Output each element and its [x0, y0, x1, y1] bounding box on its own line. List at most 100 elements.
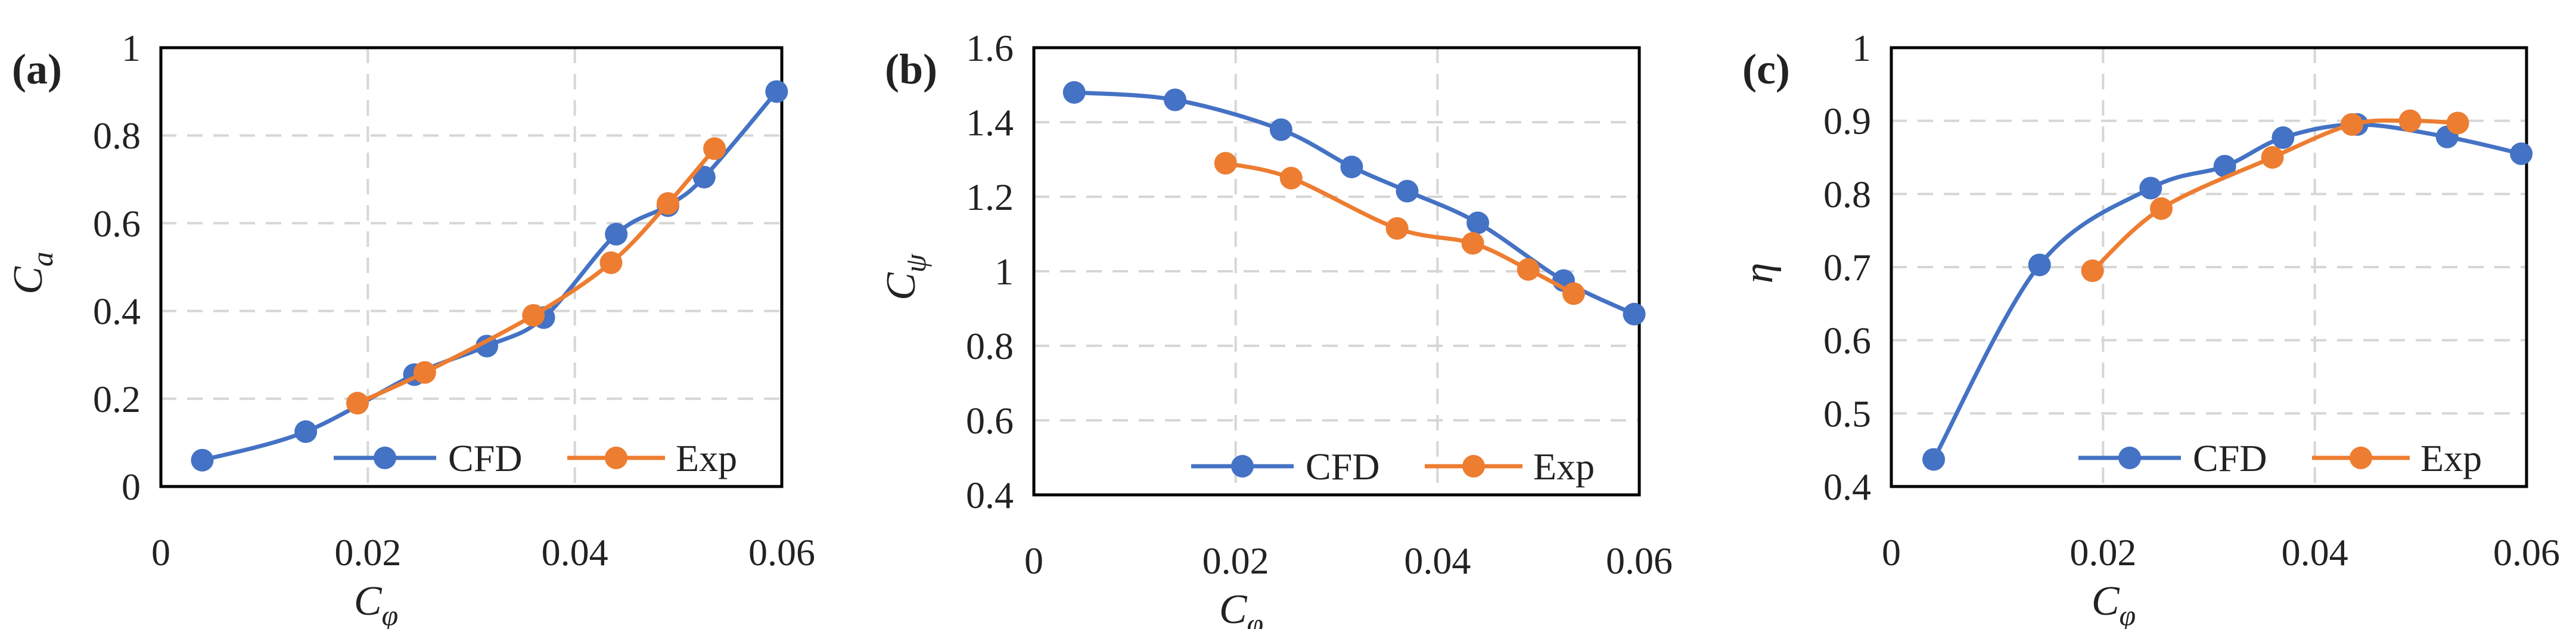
data-point-cfd — [1396, 179, 1419, 203]
x-tick-label: 0.06 — [2493, 531, 2560, 574]
y-axis-title-subscript: a — [26, 252, 59, 267]
legend-marker-exp — [605, 447, 627, 469]
legend-item-cfd: CFD — [2078, 437, 2267, 479]
chart-c: 0 0.02 0.04 0.06 0.4 0.5 0.6 0.7 0.8 0.9 1 (c) Cφ η CF… — [1736, 27, 2560, 629]
y-tick-label: 0 — [122, 466, 141, 508]
x-tick-label: 0.02 — [2069, 531, 2136, 574]
data-point-cfd — [2272, 126, 2295, 149]
x-tick-label: 0.04 — [542, 531, 608, 574]
data-point-cfd — [2028, 253, 2051, 277]
x-axis-title-text: Cφ — [1219, 587, 1263, 629]
legend-marker-exp — [2350, 447, 2372, 469]
data-point-cfd — [1164, 88, 1187, 111]
y-tick-label: 0.8 — [966, 325, 1014, 367]
data-point-exp — [2261, 146, 2284, 169]
data-point-cfd — [692, 166, 716, 189]
legend-label-exp: Exp — [1533, 445, 1595, 488]
data-point-cfd — [1623, 302, 1646, 326]
plot-frame — [1890, 46, 2528, 488]
x-tick-label: 0.02 — [1202, 540, 1269, 582]
data-point-cfd — [1269, 118, 1292, 141]
legend-item-cfd: CFD — [1191, 445, 1380, 488]
y-tick-label: 0.4 — [93, 290, 141, 333]
y-tick-label: 1 — [995, 250, 1014, 293]
data-point-cfd — [2213, 154, 2236, 178]
y-tick-label: 1.2 — [966, 176, 1014, 218]
legend-label-exp: Exp — [2420, 437, 2482, 479]
data-point-exp — [1517, 258, 1540, 281]
data-point-cfd — [605, 222, 628, 246]
data-point-exp — [346, 392, 369, 415]
x-axis-title-main: C — [2092, 578, 2120, 624]
x-tick-label: 0.04 — [2282, 531, 2348, 574]
data-point-exp — [1279, 166, 1303, 190]
x-axis-title-main: C — [1219, 587, 1248, 629]
x-tick-label: 0 — [151, 531, 170, 574]
data-point-exp — [522, 303, 545, 327]
y-tick-label: 0.6 — [93, 202, 141, 244]
x-axis-title-main: C — [354, 578, 383, 624]
legend-marker-cfd — [1231, 455, 1254, 478]
legend-marker-cfd — [374, 447, 396, 469]
data-point-cfd — [1340, 156, 1363, 178]
legend-label-cfd: CFD — [448, 437, 523, 479]
data-point-exp — [599, 251, 623, 274]
y-axis-title-main: η — [1736, 263, 1782, 284]
y-axis-title-text: Cψ — [878, 253, 932, 300]
panel-label: (a) — [12, 45, 62, 93]
series-line-cfd — [201, 90, 778, 463]
chart-b: 0 0.02 0.04 0.060.40.60.811.21.41.6(b)CφCψC… — [878, 27, 1673, 629]
data-point-exp — [2081, 259, 2104, 283]
y-tick-label: 1.6 — [966, 27, 1014, 69]
y-axis-title-subscript: ψ — [899, 253, 932, 272]
x-axis-title-subscript: φ — [382, 599, 399, 629]
x-axis-title: Cφ — [2092, 578, 2136, 629]
y-tick-label: 0.9 — [1823, 100, 1871, 142]
data-point-exp — [2446, 111, 2469, 135]
data-point-cfd — [1466, 211, 1490, 234]
x-axis-title: Cφ — [1219, 587, 1263, 629]
legend-label-exp: Exp — [676, 437, 737, 479]
legend-marker-cfd — [2118, 447, 2141, 469]
data-point-exp — [2150, 197, 2173, 220]
x-axis-title-text: Cφ — [2092, 578, 2136, 629]
data-point-exp — [2340, 113, 2363, 136]
y-tick-label: 0.6 — [966, 399, 1014, 442]
plot-frame — [159, 46, 784, 488]
data-point-exp — [1385, 217, 1409, 240]
y-tick-label: 0.4 — [1823, 466, 1871, 508]
x-tick-label: 0.06 — [748, 531, 815, 574]
legend-item-exp: Exp — [2312, 437, 2482, 479]
data-point-exp — [413, 361, 436, 384]
x-tick-label: 0.06 — [1606, 540, 1673, 582]
y-axis-title-text: η — [1736, 263, 1782, 284]
y-tick-label: 1 — [1852, 27, 1871, 69]
y-tick-label: 0.2 — [93, 378, 141, 420]
x-tick-label: 0.02 — [334, 531, 401, 574]
x-axis-title-subscript: φ — [1247, 607, 1264, 629]
data-point-exp — [2398, 109, 2422, 132]
y-axis-title: η — [1736, 263, 1782, 284]
y-tick-label: 0.5 — [1823, 392, 1871, 435]
y-axis-title-main: C — [878, 272, 924, 300]
data-point-cfd — [2139, 176, 2162, 200]
data-point-cfd — [765, 80, 788, 103]
data-point-exp — [656, 192, 679, 215]
x-axis-title: Cφ — [354, 578, 398, 629]
y-tick-label: 1.4 — [966, 101, 1014, 144]
x-axis-title-subscript: φ — [2120, 599, 2136, 629]
data-point-cfd — [2510, 142, 2533, 165]
plot-frame — [1032, 46, 1641, 497]
y-tick-label: 0.7 — [1823, 246, 1871, 289]
y-tick-label: 0.8 — [1823, 173, 1871, 215]
data-point-cfd — [476, 334, 499, 358]
data-point-cfd — [1922, 448, 1946, 471]
data-point-cfd — [294, 420, 318, 443]
x-tick-label: 0.04 — [1404, 540, 1471, 582]
data-point-exp — [703, 137, 726, 160]
y-tick-label: 0.4 — [966, 474, 1014, 516]
y-axis-title: Ca — [5, 252, 59, 295]
panel-label: (c) — [1742, 45, 1790, 93]
